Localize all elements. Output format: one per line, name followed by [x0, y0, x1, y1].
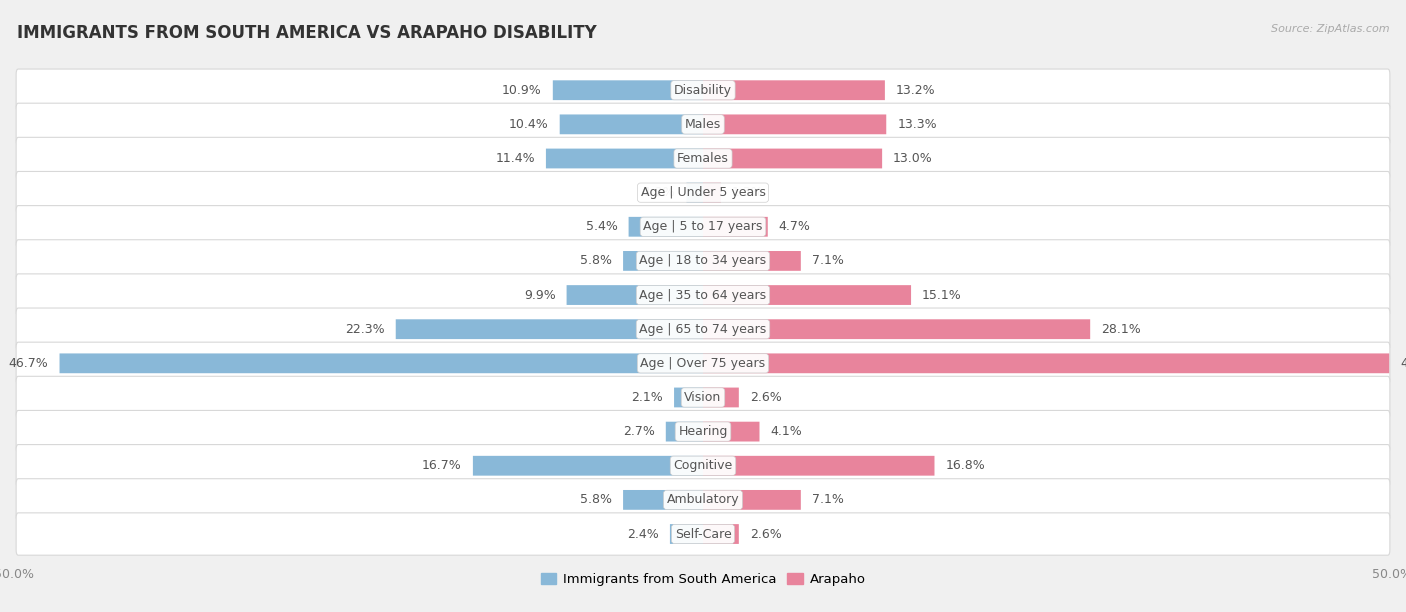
FancyBboxPatch shape — [15, 274, 1391, 316]
Text: 5.8%: 5.8% — [581, 255, 612, 267]
FancyBboxPatch shape — [703, 217, 768, 237]
FancyBboxPatch shape — [395, 319, 703, 339]
FancyBboxPatch shape — [666, 422, 703, 441]
FancyBboxPatch shape — [703, 490, 801, 510]
FancyBboxPatch shape — [15, 103, 1391, 146]
Text: 4.7%: 4.7% — [779, 220, 811, 233]
FancyBboxPatch shape — [673, 387, 703, 408]
FancyBboxPatch shape — [553, 80, 703, 100]
FancyBboxPatch shape — [15, 444, 1391, 487]
FancyBboxPatch shape — [703, 285, 911, 305]
FancyBboxPatch shape — [15, 513, 1391, 555]
FancyBboxPatch shape — [15, 206, 1391, 248]
FancyBboxPatch shape — [15, 171, 1391, 214]
FancyBboxPatch shape — [703, 319, 1090, 339]
FancyBboxPatch shape — [15, 240, 1391, 282]
Text: Age | Over 75 years: Age | Over 75 years — [641, 357, 765, 370]
Text: Age | 65 to 74 years: Age | 65 to 74 years — [640, 323, 766, 336]
Text: 28.1%: 28.1% — [1101, 323, 1140, 336]
Text: 1.3%: 1.3% — [733, 186, 763, 199]
FancyBboxPatch shape — [472, 456, 703, 476]
FancyBboxPatch shape — [59, 353, 703, 373]
Text: 2.4%: 2.4% — [627, 528, 659, 540]
Text: 1.2%: 1.2% — [644, 186, 675, 199]
FancyBboxPatch shape — [15, 479, 1391, 521]
FancyBboxPatch shape — [703, 183, 721, 203]
FancyBboxPatch shape — [623, 490, 703, 510]
FancyBboxPatch shape — [15, 376, 1391, 419]
FancyBboxPatch shape — [15, 411, 1391, 453]
Text: Age | 5 to 17 years: Age | 5 to 17 years — [644, 220, 762, 233]
FancyBboxPatch shape — [703, 353, 1389, 373]
FancyBboxPatch shape — [628, 217, 703, 237]
Text: Source: ZipAtlas.com: Source: ZipAtlas.com — [1271, 24, 1389, 34]
FancyBboxPatch shape — [703, 387, 738, 408]
Text: 7.1%: 7.1% — [811, 493, 844, 506]
Text: Self-Care: Self-Care — [675, 528, 731, 540]
Text: 49.8%: 49.8% — [1400, 357, 1406, 370]
FancyBboxPatch shape — [15, 69, 1391, 111]
FancyBboxPatch shape — [15, 342, 1391, 384]
Text: Cognitive: Cognitive — [673, 459, 733, 472]
FancyBboxPatch shape — [546, 149, 703, 168]
Text: 13.0%: 13.0% — [893, 152, 934, 165]
Text: IMMIGRANTS FROM SOUTH AMERICA VS ARAPAHO DISABILITY: IMMIGRANTS FROM SOUTH AMERICA VS ARAPAHO… — [17, 24, 596, 42]
FancyBboxPatch shape — [703, 149, 882, 168]
Text: 2.1%: 2.1% — [631, 391, 664, 404]
Text: 16.7%: 16.7% — [422, 459, 461, 472]
Text: 11.4%: 11.4% — [495, 152, 534, 165]
Text: Disability: Disability — [673, 84, 733, 97]
Text: 5.4%: 5.4% — [586, 220, 617, 233]
Text: 5.8%: 5.8% — [581, 493, 612, 506]
Text: Age | 18 to 34 years: Age | 18 to 34 years — [640, 255, 766, 267]
Text: 7.1%: 7.1% — [811, 255, 844, 267]
FancyBboxPatch shape — [703, 422, 759, 441]
FancyBboxPatch shape — [703, 524, 738, 544]
Text: Age | 35 to 64 years: Age | 35 to 64 years — [640, 288, 766, 302]
Text: Vision: Vision — [685, 391, 721, 404]
Text: 13.2%: 13.2% — [896, 84, 935, 97]
FancyBboxPatch shape — [567, 285, 703, 305]
Text: 2.6%: 2.6% — [749, 391, 782, 404]
Text: 16.8%: 16.8% — [945, 459, 986, 472]
Text: 13.3%: 13.3% — [897, 118, 936, 131]
Text: 2.6%: 2.6% — [749, 528, 782, 540]
Text: 10.4%: 10.4% — [509, 118, 548, 131]
Text: Age | Under 5 years: Age | Under 5 years — [641, 186, 765, 199]
Text: 22.3%: 22.3% — [344, 323, 385, 336]
Text: 10.9%: 10.9% — [502, 84, 541, 97]
FancyBboxPatch shape — [703, 80, 884, 100]
Legend: Immigrants from South America, Arapaho: Immigrants from South America, Arapaho — [536, 568, 870, 592]
FancyBboxPatch shape — [703, 114, 886, 134]
FancyBboxPatch shape — [703, 251, 801, 271]
Text: Females: Females — [678, 152, 728, 165]
Text: 4.1%: 4.1% — [770, 425, 803, 438]
Text: Ambulatory: Ambulatory — [666, 493, 740, 506]
Text: 9.9%: 9.9% — [524, 288, 555, 302]
FancyBboxPatch shape — [686, 183, 703, 203]
Text: Males: Males — [685, 118, 721, 131]
Text: Hearing: Hearing — [678, 425, 728, 438]
FancyBboxPatch shape — [623, 251, 703, 271]
Text: 46.7%: 46.7% — [8, 357, 48, 370]
FancyBboxPatch shape — [669, 524, 703, 544]
Text: 15.1%: 15.1% — [922, 288, 962, 302]
FancyBboxPatch shape — [15, 308, 1391, 350]
Text: 2.7%: 2.7% — [623, 425, 655, 438]
FancyBboxPatch shape — [703, 456, 935, 476]
FancyBboxPatch shape — [560, 114, 703, 134]
FancyBboxPatch shape — [15, 137, 1391, 180]
